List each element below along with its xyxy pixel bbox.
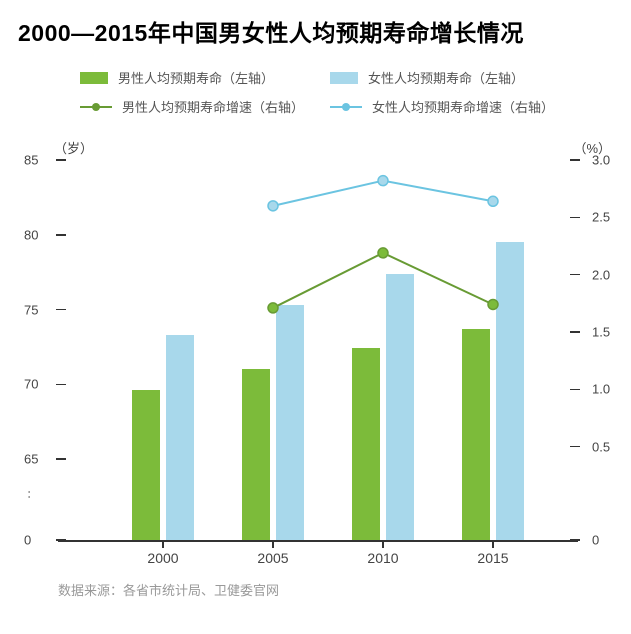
x-tick-label: 2010 (367, 550, 398, 566)
y-right-tick-label: 2.5 (592, 210, 610, 225)
y-right-tick-label: 3.0 (592, 153, 610, 168)
axis-break-icon: ·· (28, 490, 32, 500)
y-left-unit: （岁） (54, 138, 93, 157)
legend-item-male-bar: 男性人均预期寿命（左轴） (80, 68, 330, 87)
y-left-tick-label: 80 (24, 227, 38, 242)
y-right-tick-label: 0 (592, 533, 599, 548)
y-left-tick-label: 0 (24, 533, 31, 548)
marker-male_growth (378, 248, 388, 258)
chart-title: 2000—2015年中国男女性人均预期寿命增长情况 (0, 0, 631, 54)
legend-item-female-bar: 女性人均预期寿命（左轴） (330, 68, 580, 87)
legend-label: 男性人均预期寿命（左轴） (118, 68, 274, 87)
legend-item-male-line: 男性人均预期寿命增速（右轴） (80, 97, 330, 116)
swatch-bar-icon (330, 72, 358, 84)
y-right-tick-label: 2.0 (592, 267, 610, 282)
y-left-tick-label: 70 (24, 377, 38, 392)
y-left-tick-label: 75 (24, 302, 38, 317)
chart-plot: 06570758085··00.51.01.52.02.53.020002005… (58, 160, 578, 540)
x-tick-label: 2015 (477, 550, 508, 566)
swatch-line-icon (330, 100, 362, 114)
line-layer (58, 160, 578, 540)
marker-male_growth (268, 303, 278, 313)
legend: 男性人均预期寿命（左轴） 女性人均预期寿命（左轴） 男性人均预期寿命增速（右轴）… (0, 54, 631, 126)
x-tick-label: 2005 (257, 550, 288, 566)
marker-female_growth (488, 196, 498, 206)
y-left-tick-label: 65 (24, 452, 38, 467)
y-right-tick-label: 1.5 (592, 325, 610, 340)
legend-label: 女性人均预期寿命（左轴） (368, 68, 524, 87)
y-right-tick-label: 1.0 (592, 382, 610, 397)
marker-female_growth (378, 176, 388, 186)
y-right-tick-label: 0.5 (592, 439, 610, 454)
legend-label: 女性人均预期寿命增速（右轴） (372, 97, 554, 116)
data-source: 数据来源：各省市统计局、卫健委官网 (58, 580, 279, 599)
x-tick-label: 2000 (147, 550, 178, 566)
swatch-bar-icon (80, 72, 108, 84)
marker-male_growth (488, 299, 498, 309)
line-male_growth (273, 253, 493, 308)
legend-item-female-line: 女性人均预期寿命增速（右轴） (330, 97, 580, 116)
y-left-tick-label: 85 (24, 153, 38, 168)
legend-label: 男性人均预期寿命增速（右轴） (122, 97, 304, 116)
swatch-line-icon (80, 100, 112, 114)
marker-female_growth (268, 201, 278, 211)
